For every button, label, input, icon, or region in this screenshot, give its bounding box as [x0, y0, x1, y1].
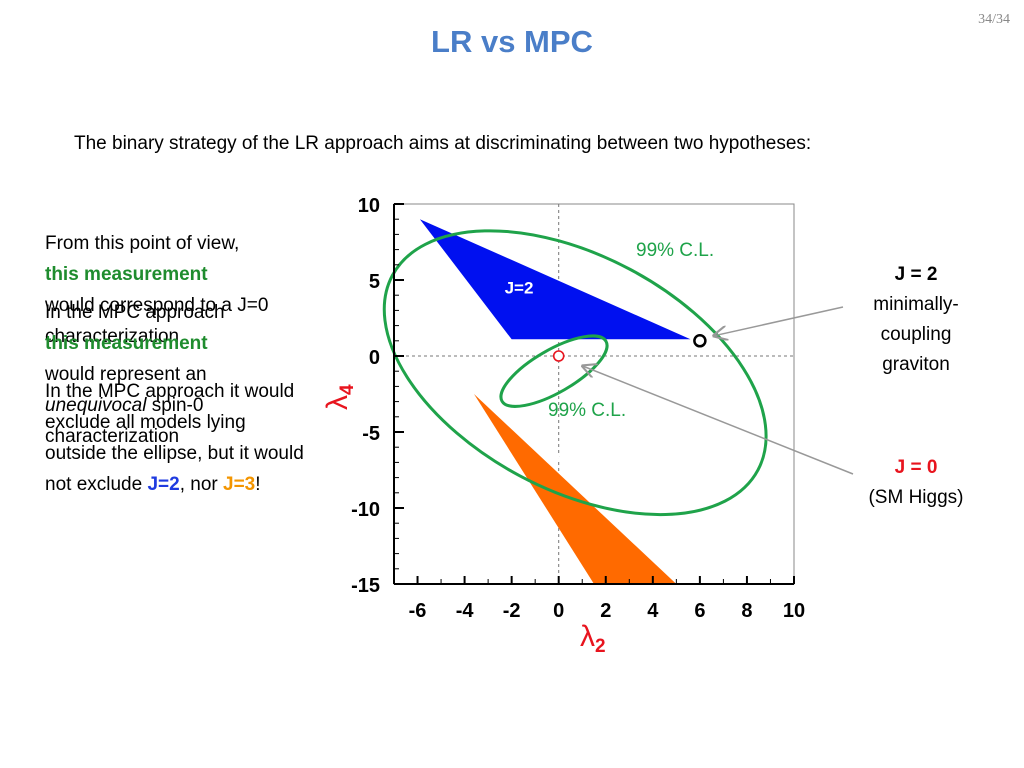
x-tick-label--4: -4	[456, 600, 475, 622]
y-tick-label--10: -10	[351, 499, 380, 521]
region-j2	[419, 219, 691, 340]
j0-side-title: J = 0	[894, 457, 938, 478]
x-tick-label-10: 10	[783, 600, 805, 622]
plot-arrows	[583, 306, 854, 475]
j0-side-line1: (SM Higgs)	[868, 487, 964, 508]
x-tick-label-0: 0	[553, 600, 564, 622]
text-block-3-end: !	[255, 474, 261, 495]
text-block-1-line1: From this point of view,	[45, 233, 240, 254]
y-axis-title-symbol: λ	[321, 395, 354, 410]
text-block-3-text: In the MPC approach it would exclude all…	[45, 381, 304, 495]
j2-pointer-arrow	[714, 306, 844, 336]
text-block-2-line1: In the MPC approach	[45, 302, 225, 323]
plot-contours: 99% C.L. 99% C.L.	[382, 229, 768, 517]
text-block-1-rest: would correspond to a J=0 characterizati…	[45, 295, 269, 347]
intro-text: The binary strategy of the LR approach a…	[74, 133, 812, 154]
x-tick-label-4: 4	[647, 600, 659, 622]
j0-side-label: J = 0 (SM Higgs)	[846, 453, 986, 513]
text-block-3-sep: , nor	[179, 474, 218, 495]
y-tick-label-0: 0	[369, 347, 380, 369]
y-tick-label--5: -5	[362, 423, 380, 445]
plot-regions: J=2 J=3	[419, 219, 691, 584]
contour-99cl-small	[499, 334, 609, 408]
region-j3	[474, 394, 677, 584]
region-label-j2: J=2	[505, 279, 534, 298]
y-tick-label-5: 5	[369, 271, 380, 293]
text-block-2-rest: would represent an	[45, 364, 207, 385]
text-block-2-emphasis: this measurement	[45, 333, 208, 354]
text-block-3: In the MPC approach it would exclude all…	[45, 376, 310, 500]
text-block-2-italic: unequivocal	[45, 395, 147, 416]
x-axis-title: λ2	[580, 620, 606, 657]
contour-label-small: 99% C.L.	[548, 400, 626, 421]
contour-99cl-large	[382, 229, 768, 517]
x-tick-label-6: 6	[694, 600, 705, 622]
plot-grid	[394, 204, 794, 584]
j0-pointer-arrow	[583, 366, 854, 475]
j0-point-marker	[552, 350, 565, 362]
x-tick-label-8: 8	[741, 600, 752, 622]
j2-side-label: J = 2 minimally- coupling graviton	[846, 260, 986, 380]
j2-side-title: J = 2	[894, 264, 938, 285]
plot-points	[552, 334, 707, 362]
x-axis-title-symbol: λ	[580, 620, 595, 653]
x-tick-label-2: 2	[600, 600, 611, 622]
text-block-1: From this point of view, this measuremen…	[45, 228, 310, 352]
x-tick-label--2: -2	[503, 600, 521, 622]
j2-point-marker	[693, 334, 707, 348]
text-block-2: In the MPC approach this measurement wou…	[45, 297, 310, 452]
text-block-3-j3: J=3	[223, 474, 256, 495]
y-axis-title-subscript: 4	[337, 384, 358, 395]
x-axis-title-subscript: 2	[595, 636, 606, 657]
contour-label-large: 99% C.L.	[636, 240, 714, 261]
y-axis-title: λ4	[321, 384, 358, 410]
j2-side-line1: minimally-	[873, 294, 959, 315]
text-block-1-emphasis: this measurement	[45, 264, 208, 285]
y-tick-label-10: 10	[358, 195, 380, 217]
y-tick-label--15: -15	[351, 575, 380, 597]
j2-side-line3: graviton	[882, 354, 950, 375]
slide-title: LR vs MPC	[431, 24, 593, 59]
text-block-3-j2: J=2	[147, 474, 180, 495]
text-block-2-after: spin-0 characterization	[45, 395, 204, 447]
j2-side-line2: coupling	[880, 324, 952, 345]
region-label-j3: J=3	[556, 444, 585, 463]
x-tick-label--6: -6	[409, 600, 427, 622]
page-number: 34/34	[978, 12, 1010, 27]
